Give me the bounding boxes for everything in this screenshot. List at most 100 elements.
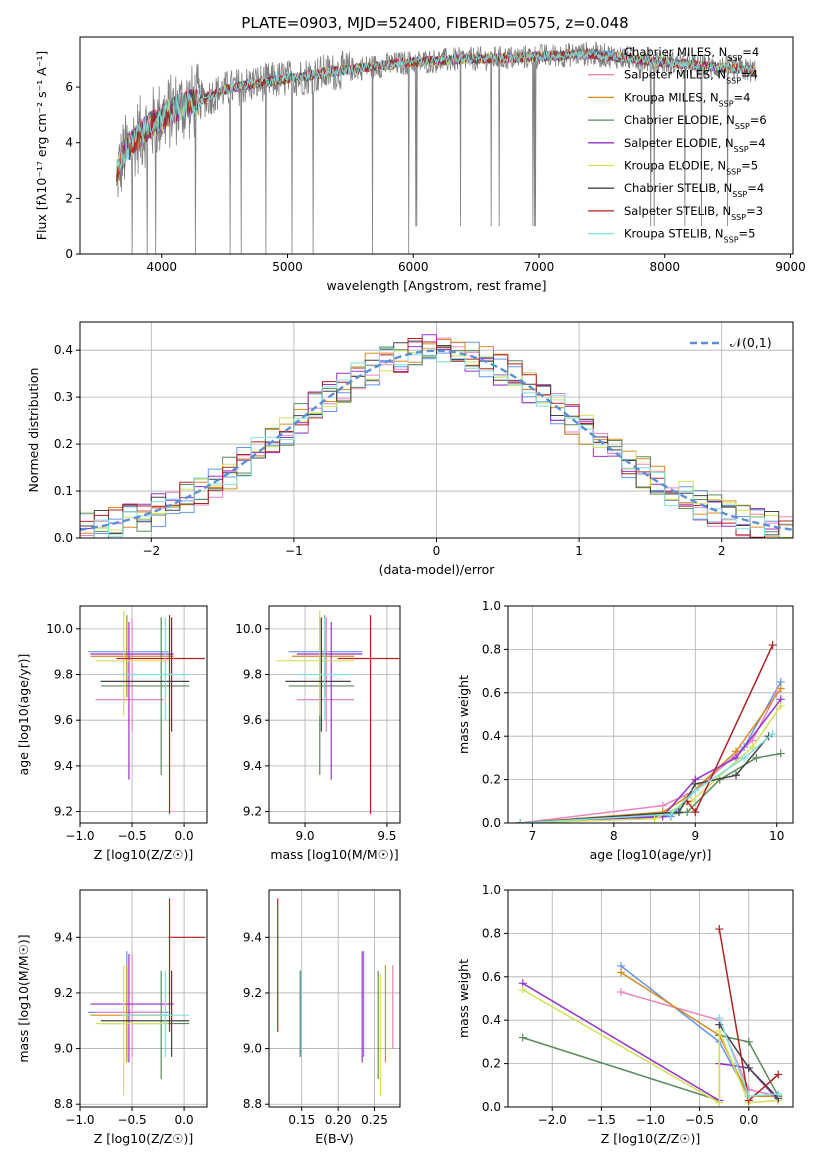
- y-tick-label: 9.4: [54, 930, 73, 944]
- x-tick-label: 0.20: [325, 1113, 352, 1127]
- x-tick-label: −1.0: [65, 829, 94, 843]
- x-tick-label: −0.5: [117, 829, 146, 843]
- massweight-vs-age-axes: 7 8 9 10 0.0 0.2 0.4 0.6 0.8 1.0 age [log10(age/yr…: [456, 599, 793, 862]
- data-point: [715, 1014, 724, 1023]
- y-tick-label: 0.4: [482, 729, 501, 743]
- x-tick-label: −2.0: [538, 1113, 567, 1127]
- data-point: [715, 1098, 724, 1107]
- x-tick-label: 9.5: [377, 829, 396, 843]
- data-point: [768, 641, 777, 650]
- mass-vs-Z-frame: [79, 889, 208, 1108]
- legend-entry: Salpeter ELODIE, NSSP=4: [624, 136, 766, 154]
- y-axis-label: age [log10(age/yr)]: [16, 654, 31, 776]
- x-axis-label: wavelength [Angstrom, rest frame]: [326, 278, 546, 293]
- legend-entry: Salpeter STELIB, NSSP=3: [624, 204, 763, 222]
- legend-entry: Kroupa STELIB, NSSP=5: [624, 227, 755, 245]
- legend-entry: Chabrier MILES, NSSP=4: [624, 45, 759, 63]
- massweight-vs-Z-frame: [507, 889, 794, 1108]
- x-tick-label: 0.25: [361, 1113, 388, 1127]
- x-tick-label: 0.0: [739, 1113, 758, 1127]
- model-fit-line: [116, 47, 756, 186]
- y-tick-label: 9.0: [243, 1042, 262, 1056]
- y-tick-label: 0.6: [482, 970, 501, 984]
- y-tick-label: 0.2: [482, 773, 501, 787]
- x-tick-label: 4000: [146, 260, 177, 274]
- x-tick-label: 7: [529, 829, 537, 843]
- data-point: [776, 701, 785, 710]
- massweight-vs-Z-lines: [518, 925, 783, 1107]
- y-tick-label: 0.4: [482, 1013, 501, 1027]
- data-point: [764, 732, 773, 741]
- mass-vs-ebv-axes: 0.15 0.20 0.25 8.8 9.0 9.2 9.4 E(B-V): [243, 890, 400, 1146]
- data-point: [516, 819, 525, 823]
- y-tick-label: 9.4: [243, 759, 262, 773]
- y-tick-label: 9.4: [54, 759, 73, 773]
- x-axis-label: mass [log10(M/M☉)]: [270, 847, 398, 862]
- y-tick-label: 2: [65, 191, 73, 205]
- x-tick-label: −0.5: [685, 1113, 714, 1127]
- spectrum-axes: 4000 5000 6000 7000 8000 9000 0 2 4 6 wavelength […: [34, 51, 806, 293]
- y-tick-label: 9.2: [54, 805, 73, 819]
- data-point: [518, 1033, 527, 1042]
- x-tick-label: 2: [718, 544, 726, 558]
- x-tick-label: 9000: [775, 260, 806, 274]
- age-vs-mass-axes: 9.0 9.5 9.2 9.4 9.6 9.8 10.0 mass [log10(M/M☉)]: [235, 606, 400, 862]
- series-line: [520, 733, 774, 823]
- age-vs-Z-points: [88, 610, 205, 814]
- data-point: [740, 753, 749, 762]
- data-point: [732, 771, 740, 780]
- y-tick-label: 4: [65, 136, 73, 150]
- y-tick-label: 9.8: [243, 668, 262, 682]
- massweight-vs-Z-axes: −2.0 −1.5 −1.0 −0.5 0.0 0.0 0.2 0.4 0.6 0.8 1.0 Z […: [456, 883, 793, 1146]
- x-axis-label: (data-model)/error: [379, 562, 496, 577]
- data-point: [691, 786, 700, 795]
- y-axis-label: Normed distribution: [26, 368, 41, 493]
- model-fit-line: [116, 47, 756, 183]
- y-axis-label: Flux [fλ10⁻¹⁷ erg cm⁻² s⁻¹ A⁻¹]: [34, 51, 49, 240]
- residuals-axes: −2 −1 0 1 2 0.0 0.1 0.2 0.3 0.4 (data-model)/error…: [26, 322, 793, 577]
- y-tick-label: 9.0: [54, 1042, 73, 1056]
- massweight-vs-age-lines: [516, 641, 785, 823]
- x-tick-label: −1: [285, 544, 303, 558]
- data-point: [776, 749, 785, 758]
- x-tick-label: 0.0: [175, 1113, 194, 1127]
- mass-vs-ebv-frame: [268, 889, 401, 1108]
- y-tick-label: 6: [65, 80, 73, 94]
- x-tick-label: −1.0: [65, 1113, 94, 1127]
- x-tick-label: 7000: [524, 260, 555, 274]
- y-tick-label: 9.2: [243, 986, 262, 1000]
- age-vs-mass-points: [275, 610, 400, 814]
- x-tick-label: −0.5: [117, 1113, 146, 1127]
- residuals-frame: [79, 321, 794, 539]
- data-point: [748, 743, 757, 752]
- x-tick-label: 8000: [649, 260, 680, 274]
- x-tick-label: −2: [142, 544, 160, 558]
- series-line: [520, 681, 782, 823]
- x-tick-label: 1: [575, 544, 583, 558]
- series-line: [520, 705, 782, 823]
- age-vs-mass-frame: [268, 605, 401, 824]
- y-tick-label: 8.8: [243, 1097, 262, 1111]
- y-tick-label: 0: [65, 247, 73, 261]
- y-tick-label: 0.6: [482, 686, 501, 700]
- age-vs-Z-axes: −1.0 −0.5 0.0 9.2 9.4 9.6 9.8 10.0 Z [log10(Z/Z☉…: [16, 606, 207, 862]
- x-tick-label: 9.0: [295, 829, 314, 843]
- x-tick-label: 0.0: [175, 829, 194, 843]
- data-point: [752, 753, 761, 762]
- data-point: [776, 684, 785, 693]
- x-tick-label: −1.5: [587, 1113, 616, 1127]
- legend-entry: Chabrier STELIB, NSSP=4: [624, 181, 764, 199]
- data-point: [675, 808, 683, 817]
- y-tick-label: 9.2: [243, 805, 262, 819]
- mass-vs-Z-axes: −1.0 −0.5 0.0 8.8 9.0 9.2 9.4 Z [log10(Z/Z☉)] ma…: [16, 890, 207, 1146]
- plot-layer: 4000 5000 6000 7000 8000 9000 0 2 4 6 wavelength […: [16, 36, 806, 1146]
- data-point: [683, 808, 692, 817]
- age-vs-Z-frame: [79, 605, 208, 824]
- normal-curve: [80, 349, 793, 531]
- x-tick-label: −1.0: [636, 1113, 665, 1127]
- y-tick-label: 9.2: [54, 986, 73, 1000]
- y-tick-label: 9.6: [54, 713, 73, 727]
- y-tick-label: 0.2: [54, 437, 73, 451]
- legend-entry: 𝒩(0,1): [730, 335, 772, 350]
- legend-entry: Kroupa MILES, NSSP=4: [624, 90, 750, 108]
